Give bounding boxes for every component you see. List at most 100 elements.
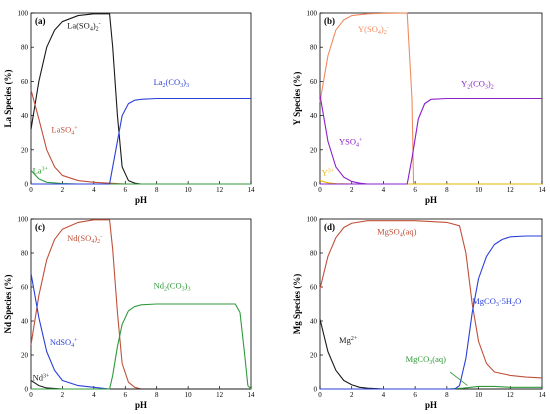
- y-tick-label: 60: [21, 78, 29, 86]
- species-label: La(SO4)2-: [67, 20, 101, 32]
- x-tick-label: 10: [475, 391, 483, 399]
- series-line: [31, 303, 252, 390]
- chart-panel: 0 2 4 6 8 10 12 14 0 20 40 60 80 100 pH La Species (%) (…: [3, 10, 255, 206]
- x-tick-label: 6: [124, 391, 128, 399]
- series-line: [30, 13, 251, 185]
- x-tick-label: 14: [539, 391, 547, 399]
- y-tick-label: 20: [310, 146, 318, 154]
- y-tick-label: 60: [21, 284, 29, 292]
- x-tick-label: 0: [318, 186, 322, 194]
- x-tick-label: 8: [445, 391, 449, 399]
- y-tick-label: 40: [21, 112, 29, 120]
- x-tick-label: 12: [507, 186, 515, 194]
- y-tick-label: 20: [21, 352, 29, 360]
- y-tick-label: 60: [310, 78, 318, 86]
- x-tick-label: 8: [445, 186, 449, 194]
- x-tick-label: 14: [539, 186, 547, 194]
- y-tick-label: 20: [310, 352, 318, 360]
- x-axis-label: pH: [425, 400, 437, 410]
- y-axis-label: Nd Species (%): [3, 275, 13, 334]
- x-tick-label: 0: [29, 186, 33, 194]
- series-line: [319, 220, 543, 379]
- x-axis-label: pH: [425, 195, 437, 205]
- series-line: [319, 319, 542, 390]
- panel-label: (a): [35, 16, 46, 26]
- y-tick-label: 100: [18, 216, 29, 224]
- series-line: [30, 219, 251, 390]
- y-tick-label: 60: [310, 284, 318, 292]
- y-tick-label: 80: [21, 250, 29, 258]
- annotation-arrow: [449, 371, 468, 386]
- x-tick-label: 8: [155, 391, 159, 399]
- x-tick-label: 2: [350, 391, 354, 399]
- x-tick-label: 6: [413, 391, 417, 399]
- species-label: Mg2+: [339, 335, 358, 345]
- y-tick-label: 80: [310, 44, 318, 52]
- y-tick-label: 20: [21, 146, 29, 154]
- x-tick-label: 6: [413, 186, 417, 194]
- species-label: La3+: [33, 166, 49, 176]
- x-tick-label: 8: [155, 186, 159, 194]
- species-label: NdSO4+: [50, 337, 78, 349]
- chart-panel: 0 2 4 6 8 10 12 14 0 20 40 60 80 100 pH Nd Species (%) (…: [3, 216, 255, 411]
- y-tick-label: 100: [307, 10, 318, 18]
- panel-label: (b): [324, 16, 335, 26]
- y-tick-label: 40: [310, 112, 318, 120]
- x-tick-label: 10: [185, 186, 193, 194]
- y-tick-label: 100: [307, 216, 318, 224]
- y-tick-label: 100: [18, 10, 29, 18]
- y-tick-label: 80: [310, 250, 318, 258]
- species-label: MgCO3·5H2O: [472, 296, 521, 308]
- x-tick-label: 4: [92, 186, 96, 194]
- panel-label: (c): [35, 222, 45, 232]
- species-label: MgCO3(aq): [406, 354, 446, 366]
- species-label: Y(SO4)2-: [358, 24, 389, 36]
- x-tick-label: 14: [248, 186, 256, 194]
- species-label: Nd3+: [33, 373, 50, 383]
- x-tick-label: 12: [216, 186, 224, 194]
- y-tick-label: 0: [25, 181, 29, 189]
- x-tick-label: 12: [216, 391, 224, 399]
- series-line: [31, 97, 251, 185]
- y-tick-label: 40: [21, 318, 29, 326]
- panel-label: (d): [324, 222, 335, 232]
- y-tick-label: 0: [314, 386, 318, 394]
- species-label: La2(CO3)3: [154, 77, 189, 89]
- y-tick-label: 0: [25, 386, 29, 394]
- species-label: Y2(CO3)2: [461, 79, 494, 91]
- series-line: [30, 273, 251, 390]
- chart-panel: 0 2 4 6 8 10 12 14 0 20 40 60 80 100 pH Y Species (%) (b…: [292, 10, 546, 206]
- x-tick-label: 0: [29, 391, 33, 399]
- x-tick-label: 2: [61, 186, 65, 194]
- series-line: [30, 169, 251, 185]
- x-tick-label: 2: [61, 391, 65, 399]
- series-line: [319, 12, 542, 185]
- x-tick-label: 10: [475, 186, 483, 194]
- species-label: LaSO4+: [51, 125, 78, 137]
- x-tick-label: 4: [92, 391, 96, 399]
- y-axis-label: Y Species (%): [292, 72, 302, 126]
- y-tick-label: 0: [314, 181, 318, 189]
- y-axis-label: La Species (%): [3, 70, 13, 128]
- x-tick-label: 10: [185, 391, 193, 399]
- species-label: Y3+: [322, 167, 335, 177]
- x-tick-label: 2: [350, 186, 354, 194]
- x-tick-label: 4: [382, 186, 386, 194]
- y-tick-label: 80: [21, 44, 29, 52]
- species-label: MgSO4(aq): [377, 226, 417, 238]
- y-axis-label: Mg Species (%): [292, 274, 302, 335]
- series-line: [320, 97, 542, 185]
- y-tick-label: 40: [310, 318, 318, 326]
- x-tick-label: 4: [382, 391, 386, 399]
- x-tick-label: 12: [507, 391, 515, 399]
- x-tick-label: 14: [248, 391, 256, 399]
- series-line: [320, 235, 542, 390]
- chart-panel: 0 2 4 6 8 10 12 14 0 20 40 60 80 100 pH Mg Species (%) (…: [292, 216, 546, 411]
- species-label: YSO4+: [339, 137, 363, 149]
- species-label: Nd(SO4)2-: [67, 233, 102, 245]
- species-label: Nd2(CO3)3: [154, 281, 191, 293]
- series-line: [30, 380, 251, 390]
- x-tick-label: 6: [124, 186, 128, 194]
- x-axis-label: pH: [135, 195, 147, 205]
